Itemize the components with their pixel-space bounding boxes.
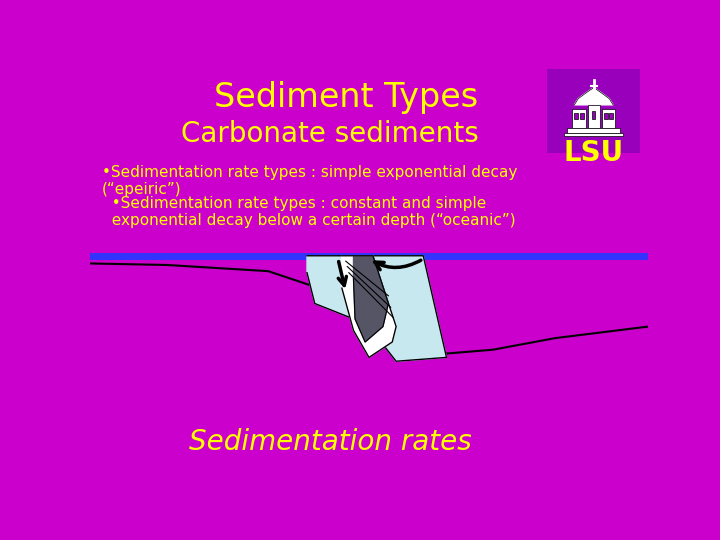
Bar [575,113,578,119]
Polygon shape [354,256,388,342]
Bar [572,110,586,128]
Bar [588,105,600,128]
Text: •Sedimentation rate types : simple exponential decay
(“epeiric”): •Sedimentation rate types : simple expon… [102,165,517,197]
Polygon shape [575,88,613,105]
Bar [601,110,616,128]
Text: Sedimentation rates: Sedimentation rates [189,428,472,456]
Bar [567,128,620,132]
Bar [564,132,624,137]
Polygon shape [369,256,446,361]
Bar [547,69,640,153]
Bar [609,113,613,119]
Text: Carbonate sediments: Carbonate sediments [181,120,479,148]
Bar [593,111,595,119]
Text: Sediment Types: Sediment Types [214,80,478,113]
Polygon shape [307,256,354,319]
Text: •Sedimentation rate types : constant and simple
  exponential decay below a cert: •Sedimentation rate types : constant and… [102,195,516,228]
Bar [604,113,608,119]
Polygon shape [342,256,396,357]
Text: LSU: LSU [564,139,624,167]
Bar [580,113,584,119]
